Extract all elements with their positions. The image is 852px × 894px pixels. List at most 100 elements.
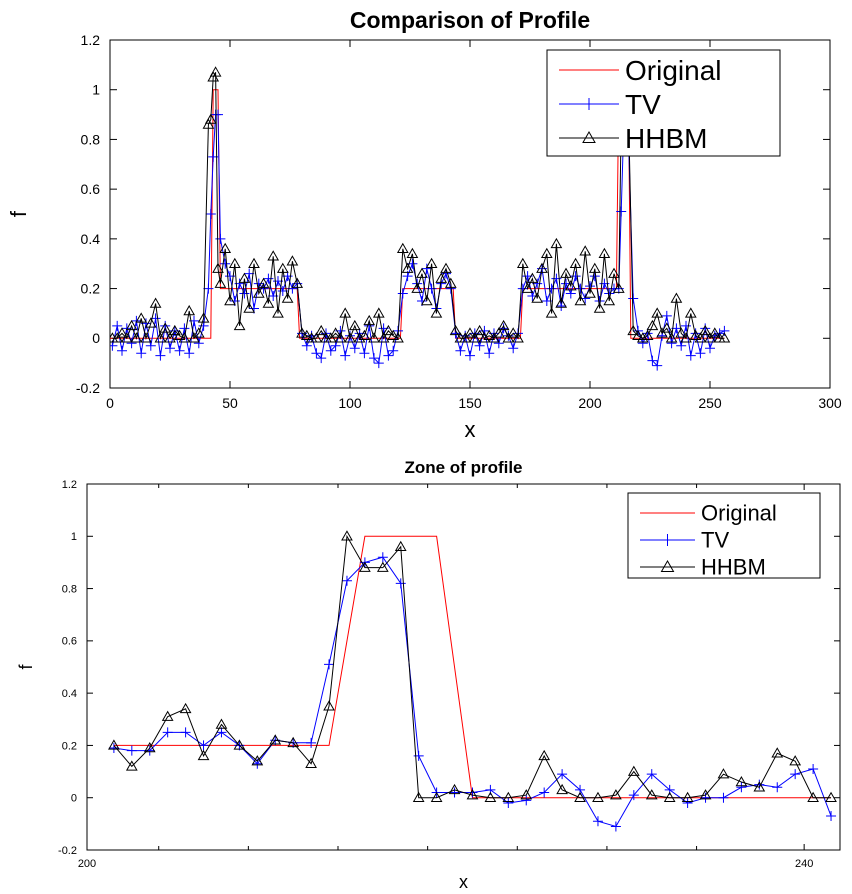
series-hhbm-point-33 bbox=[252, 287, 265, 298]
legend-label-tv: TV bbox=[701, 528, 729, 553]
y-tick-label: -0.2 bbox=[76, 380, 100, 396]
series-tv-line bbox=[113, 556, 832, 828]
series-hhbm-point-50 bbox=[334, 332, 347, 343]
series-hhbm-point-30 bbox=[238, 272, 251, 283]
series-hhbm-point-25 bbox=[214, 277, 227, 288]
series-tv-point-94 bbox=[546, 283, 557, 294]
legend-label-original: Original bbox=[625, 55, 721, 86]
series-hhbm-point-128 bbox=[699, 324, 712, 336]
series-hhbm-point-3 bbox=[161, 710, 174, 721]
series-hhbm-point-125 bbox=[684, 307, 697, 318]
series-tv-point-24 bbox=[213, 109, 223, 120]
series-tv-point-132 bbox=[719, 325, 730, 336]
series-hhbm-point-7 bbox=[140, 332, 152, 343]
series-hhbm-point-36 bbox=[753, 781, 766, 792]
series-tv-point-6 bbox=[216, 727, 227, 738]
series-hhbm-point-0 bbox=[108, 739, 120, 750]
series-hhbm-point-26 bbox=[219, 242, 232, 254]
series-tv-point-35 bbox=[263, 273, 274, 284]
series-hhbm-point-8 bbox=[144, 317, 157, 328]
y-tick-label: 0.2 bbox=[62, 740, 77, 752]
series-tv-point-39 bbox=[808, 763, 819, 774]
series-hhbm-point-108 bbox=[612, 282, 625, 293]
x-axis-label: x bbox=[465, 417, 476, 442]
series-hhbm-point-12 bbox=[323, 700, 335, 711]
series-hhbm-point-93 bbox=[540, 247, 553, 259]
series-tv-point-95 bbox=[551, 273, 562, 284]
legend-hhbm-point-0 bbox=[582, 130, 596, 143]
series-hhbm-point-129 bbox=[704, 332, 716, 343]
series-hhbm-point-132 bbox=[718, 332, 731, 343]
series-hhbm-point-91 bbox=[531, 292, 544, 303]
series-hhbm-point-39 bbox=[281, 292, 294, 303]
series-hhbm-point-39 bbox=[807, 791, 819, 802]
series-tv-point-6 bbox=[136, 348, 147, 359]
series-tv-point-68 bbox=[421, 263, 432, 274]
series-hhbm-point-15 bbox=[178, 332, 191, 343]
series-hhbm-point-18 bbox=[192, 327, 205, 338]
series-hhbm-point-67 bbox=[416, 267, 428, 278]
series-tv-point-120 bbox=[661, 310, 672, 321]
series-tv-point-51 bbox=[340, 350, 351, 361]
series-hhbm-point-2 bbox=[143, 742, 156, 753]
series-tv-point-1 bbox=[112, 320, 123, 331]
series-tv-point-83 bbox=[493, 338, 504, 349]
series-hhbm-point-87 bbox=[512, 332, 524, 343]
series-hhbm-point-90 bbox=[526, 272, 539, 283]
series-hhbm-point-22 bbox=[502, 791, 515, 802]
series-tv-point-18 bbox=[193, 338, 204, 349]
x-tick-label: 50 bbox=[222, 395, 238, 411]
chart-title: Comparison of Profile bbox=[350, 7, 590, 33]
series-tv-point-28 bbox=[610, 821, 621, 832]
series-hhbm-point-13 bbox=[341, 530, 353, 541]
series-hhbm-point-71 bbox=[435, 272, 448, 283]
series-tv-point-12 bbox=[165, 343, 175, 354]
series-hhbm-point-122 bbox=[670, 292, 683, 303]
series-hhbm-point-101 bbox=[579, 245, 592, 256]
series-hhbm-point-8 bbox=[251, 755, 264, 766]
series-hhbm-point-58 bbox=[372, 307, 385, 318]
series-hhbm-point-35 bbox=[735, 776, 748, 787]
series-hhbm-point-29 bbox=[627, 765, 640, 776]
series-hhbm-point-54 bbox=[353, 332, 366, 343]
series-hhbm-point-42 bbox=[296, 327, 308, 338]
series-tv-point-12 bbox=[324, 659, 335, 670]
x-tick-label: 200 bbox=[578, 395, 602, 411]
legend-label-tv: TV bbox=[625, 89, 661, 120]
series-hhbm-point-103 bbox=[588, 262, 601, 273]
series-hhbm-point-41 bbox=[291, 277, 304, 288]
y-tick-label: 0.6 bbox=[62, 636, 77, 648]
y-tick-label: 0 bbox=[92, 330, 100, 346]
series-hhbm-point-14 bbox=[359, 561, 371, 572]
series-hhbm-point-117 bbox=[646, 319, 659, 331]
series-tv-point-11 bbox=[306, 737, 317, 748]
series-hhbm-point-21 bbox=[204, 113, 217, 124]
series-tv-point-3 bbox=[162, 727, 173, 738]
series-hhbm-point-86 bbox=[507, 327, 520, 338]
series-hhbm-point-12 bbox=[164, 332, 176, 343]
x-tick-label: 100 bbox=[338, 395, 362, 411]
series-tv-point-26 bbox=[220, 258, 231, 269]
series-hhbm-point-1 bbox=[111, 332, 124, 343]
series-tv-point-33 bbox=[700, 792, 711, 803]
series-tv-point-61 bbox=[388, 345, 399, 356]
series-tv-point-27 bbox=[592, 816, 603, 827]
series-hhbm-point-74 bbox=[449, 324, 462, 336]
series-tv-point-14 bbox=[174, 345, 185, 356]
series-tv-point-125 bbox=[685, 350, 696, 361]
series-hhbm-point-88 bbox=[516, 257, 529, 268]
x-axis-label: x bbox=[459, 872, 468, 892]
x-tick-label: 250 bbox=[698, 395, 722, 411]
y-axis-label: f bbox=[16, 664, 36, 670]
series-hhbm-point-17 bbox=[412, 791, 425, 802]
series-tv-point-37 bbox=[772, 782, 783, 793]
series-hhbm-point-69 bbox=[425, 257, 438, 268]
chart-title: Zone of profile bbox=[404, 458, 522, 477]
series-tv-point-99 bbox=[570, 271, 581, 282]
series-hhbm-point-19 bbox=[197, 312, 210, 323]
series-tv-point-21 bbox=[205, 209, 216, 219]
series-hhbm-point-92 bbox=[536, 262, 548, 273]
series-hhbm-point-18 bbox=[430, 791, 443, 802]
series-tv-point-23 bbox=[521, 795, 532, 806]
